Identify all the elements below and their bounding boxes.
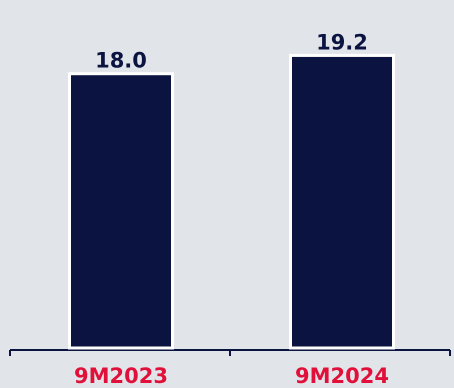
category-label-9M2023: 9M2023: [74, 364, 168, 388]
bar-9M2023: [68, 72, 174, 350]
bar-9M2024: [289, 53, 395, 350]
category-label-9M2024: 9M2024: [295, 364, 389, 388]
value-label-9M2024: 19.2: [316, 30, 368, 54]
value-label-9M2023: 18.0: [95, 49, 147, 73]
